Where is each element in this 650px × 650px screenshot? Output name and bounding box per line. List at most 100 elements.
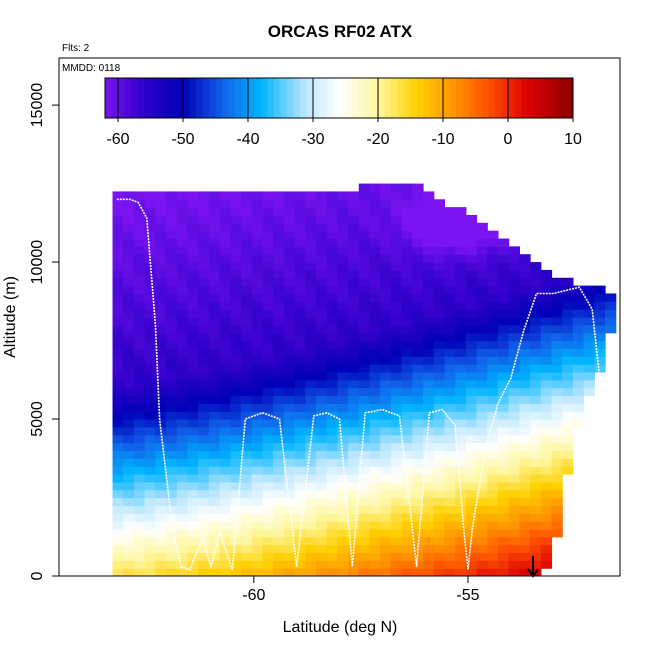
- heatmap-cell: [369, 324, 381, 334]
- heatmap-cell: [348, 309, 360, 318]
- heatmap-cell: [530, 371, 542, 381]
- heatmap-cell: [487, 340, 499, 349]
- heatmap-cell: [273, 348, 285, 357]
- heatmap-cell: [112, 489, 124, 499]
- heatmap-cell: [433, 395, 446, 404]
- heatmap-cell: [369, 505, 381, 514]
- heatmap-cell: [455, 309, 467, 318]
- heatmap-cell: [380, 254, 392, 263]
- heatmap-cell: [273, 497, 285, 506]
- heatmap-cell: [241, 214, 253, 224]
- colorbar-segment: [449, 78, 457, 118]
- heatmap-cell: [455, 411, 467, 420]
- heatmap-cell: [487, 262, 499, 271]
- heatmap-cell: [348, 285, 360, 295]
- heatmap-cell: [305, 191, 317, 200]
- heatmap-cell: [412, 379, 424, 389]
- heatmap-cell: [380, 379, 392, 389]
- colorbar-segment: [189, 78, 197, 118]
- heatmap-cell: [540, 379, 553, 389]
- heatmap-cell: [455, 207, 467, 216]
- heatmap-cell: [433, 521, 446, 530]
- heatmap-cell: [305, 262, 317, 271]
- heatmap-cell: [465, 568, 478, 576]
- heatmap-cell: [380, 395, 392, 404]
- heatmap-cell: [166, 395, 178, 404]
- heatmap-cell: [423, 371, 435, 381]
- heatmap-cell: [540, 450, 553, 459]
- heatmap-cell: [476, 403, 488, 412]
- heatmap-cell: [390, 568, 403, 576]
- heatmap-cell: [337, 214, 349, 224]
- heatmap-cell: [187, 246, 199, 255]
- heatmap-cell: [187, 379, 199, 389]
- heatmap-cell: [219, 505, 231, 514]
- heatmap-cell: [390, 356, 403, 365]
- heatmap-cell: [551, 395, 563, 404]
- heatmap-cell: [155, 207, 167, 216]
- heatmap-cell: [305, 442, 317, 452]
- heatmap-cell: [176, 230, 189, 240]
- heatmap-cell: [144, 536, 156, 546]
- heatmap-cell: [176, 411, 189, 420]
- heatmap-cell: [112, 332, 124, 342]
- heatmap-cell: [283, 191, 296, 200]
- heatmap-cell: [337, 419, 349, 428]
- heatmap-cell: [326, 199, 338, 208]
- heatmap-cell: [241, 317, 253, 326]
- heatmap-cell: [455, 277, 467, 287]
- heatmap-cell: [273, 544, 285, 554]
- heatmap-cell: [112, 238, 124, 247]
- heatmap-cell: [530, 536, 542, 546]
- heatmap-cell: [123, 395, 135, 404]
- heatmap-cell: [390, 277, 403, 287]
- heatmap-cell: [133, 285, 146, 295]
- heatmap-cell: [176, 317, 189, 326]
- heatmap-cell: [123, 222, 135, 232]
- flight-track-line: [116, 198, 611, 571]
- heatmap-cell: [198, 458, 210, 467]
- heatmap-cell: [144, 387, 156, 397]
- heatmap-cell: [155, 371, 167, 381]
- heatmap-cell: [305, 505, 317, 514]
- heatmap-cell: [380, 560, 392, 569]
- heatmap-cell: [358, 214, 371, 224]
- heatmap-cell: [380, 348, 392, 357]
- heatmap-cell: [283, 285, 296, 295]
- heatmap-cell: [572, 301, 585, 310]
- heatmap-cell: [230, 505, 242, 514]
- heatmap-cell: [551, 277, 563, 287]
- heatmap-cell: [219, 458, 231, 467]
- heatmap-cell: [315, 285, 328, 295]
- heatmap-cell: [476, 379, 488, 389]
- heatmap-cell: [348, 489, 360, 499]
- heatmap-cell: [444, 230, 456, 240]
- heatmap-cell: [305, 489, 317, 499]
- heatmap-cell: [144, 411, 156, 420]
- heatmap-cell: [198, 222, 210, 232]
- heatmap-cell: [423, 340, 435, 349]
- heatmap-cell: [487, 269, 499, 279]
- heatmap-cell: [476, 450, 488, 459]
- heatmap-cell: [390, 246, 403, 255]
- heatmap-cell: [412, 442, 424, 452]
- heatmap-cell: [551, 505, 563, 514]
- heatmap-cell: [337, 269, 349, 279]
- heatmap-cell: [166, 262, 178, 271]
- heatmap-cell: [519, 340, 531, 349]
- heatmap-cell: [112, 222, 124, 232]
- heatmap-cell: [294, 497, 306, 506]
- heatmap-cell: [369, 568, 381, 576]
- heatmap-cell: [315, 356, 328, 365]
- heatmap-cell: [155, 489, 167, 499]
- heatmap-cell: [262, 521, 274, 530]
- heatmap-cell: [508, 317, 520, 326]
- heatmap-cell: [465, 371, 478, 381]
- heatmap-cell: [315, 340, 328, 349]
- heatmap-cell: [465, 364, 478, 373]
- heatmap-cell: [358, 458, 371, 467]
- heatmap-cell: [283, 379, 296, 389]
- heatmap-cell: [144, 403, 156, 412]
- heatmap-cell: [251, 481, 264, 491]
- heatmap-cell: [348, 419, 360, 428]
